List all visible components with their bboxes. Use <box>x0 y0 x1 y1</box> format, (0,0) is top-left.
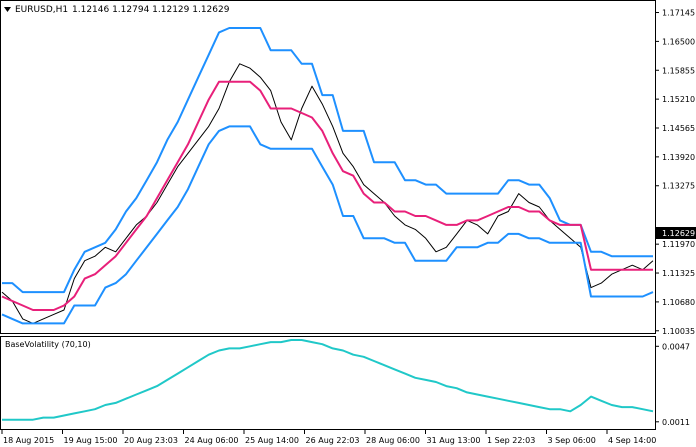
symbol-header: EURUSD,H1 1.12146 1.12794 1.12129 1.1262… <box>4 5 230 15</box>
time-axis-label: 31 Aug 13:00 <box>427 436 481 445</box>
price-plot <box>1 27 654 325</box>
price-axis: 1.17145 1.16500 1.15855 1.15210 1.14565 1.139… <box>655 9 695 336</box>
price-series-line <box>1 63 654 324</box>
indicator-plot <box>2 339 654 421</box>
price-axis-label: 1.11325 <box>662 269 695 278</box>
ohlc-values: 1.12146 1.12794 1.12129 1.12629 <box>72 5 230 15</box>
price-axis-label: 1.11970 <box>662 240 695 249</box>
time-axis-label: 25 Aug 14:00 <box>245 436 299 445</box>
time-axis-label: 3 Sep 06:00 <box>548 436 596 445</box>
indicator-label: BaseVolatility (70,10) <box>5 340 91 349</box>
upper-band-line <box>2 27 653 294</box>
current-price-text: 1.12629 <box>662 229 695 238</box>
time-axis-label: 18 Aug 2015 <box>3 436 54 445</box>
indicator-axis-label: 0.0011 <box>662 418 690 427</box>
price-axis-label: 1.10035 <box>662 327 695 336</box>
price-axis-label: 1.13275 <box>662 182 695 191</box>
time-axis-label: 28 Aug 06:00 <box>366 436 420 445</box>
current-price-marker: 1.12629 <box>656 227 696 239</box>
price-axis-label: 1.16500 <box>662 37 695 46</box>
indicator-axis: 0.0047 0.0011 <box>655 342 690 427</box>
triangle-down-icon[interactable] <box>4 7 11 12</box>
price-axis-label: 1.17145 <box>662 9 695 18</box>
symbol-timeframe: EURUSD,H1 <box>15 5 68 15</box>
price-axis-label: 1.13920 <box>662 153 695 162</box>
time-axis-label: 26 Aug 22:03 <box>306 436 360 445</box>
volatility-line <box>2 339 654 421</box>
time-axis-label: 24 Aug 06:00 <box>185 436 239 445</box>
indicator-axis-label: 0.0047 <box>662 342 690 351</box>
price-axis-label: 1.10680 <box>662 298 695 307</box>
price-axis-label: 1.15210 <box>662 95 695 104</box>
indicator-frame[interactable] <box>0 336 656 430</box>
lower-band-line <box>1 125 654 325</box>
current-price-badge <box>656 227 696 239</box>
middle-line <box>1 80 653 311</box>
time-axis-label: 19 Aug 15:00 <box>64 436 118 445</box>
price-axis-label: 1.14565 <box>662 124 695 133</box>
time-axis-label: 4 Sep 14:00 <box>608 436 656 445</box>
price-axis-label: 1.15855 <box>662 66 695 75</box>
time-axis: 18 Aug 2015 19 Aug 15:00 20 Aug 23:03 24 Au… <box>1 430 656 445</box>
time-axis-label: 1 Sep 22:03 <box>487 436 535 445</box>
main-chart-frame[interactable] <box>0 0 656 334</box>
time-axis-label: 20 Aug 23:03 <box>124 436 178 445</box>
